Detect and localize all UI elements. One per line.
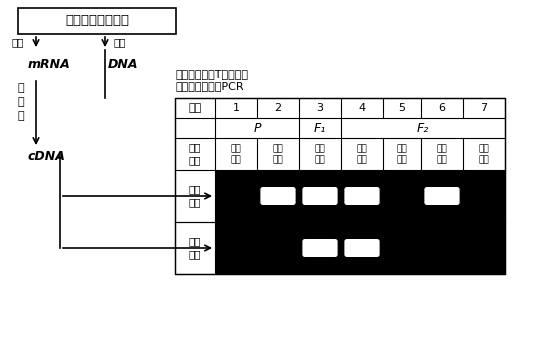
Text: 扩增
产物: 扩增 产物 <box>189 184 201 207</box>
Text: 无毛
无瘤: 无毛 无瘤 <box>273 144 283 164</box>
Text: 有毛
有瘤: 有毛 有瘤 <box>315 144 326 164</box>
Text: 有毛
无瘤: 有毛 无瘤 <box>231 144 241 164</box>
Text: F₂: F₂ <box>417 122 429 135</box>
FancyBboxPatch shape <box>302 239 338 257</box>
Text: 扩增
产物: 扩增 产物 <box>189 236 201 260</box>
Text: 无毛
无瘤: 无毛 无瘤 <box>436 144 447 164</box>
Text: 4: 4 <box>359 103 365 113</box>
Text: 逆: 逆 <box>18 83 24 93</box>
Text: 6: 6 <box>439 103 446 113</box>
Bar <box>18 8 176 34</box>
Text: 7: 7 <box>480 103 488 113</box>
Text: 有毛
有瘤: 有毛 有瘤 <box>356 144 368 164</box>
FancyBboxPatch shape <box>424 187 460 205</box>
Text: 提取: 提取 <box>12 37 24 47</box>
Bar <box>215 170 505 222</box>
Text: mRNA: mRNA <box>28 58 71 71</box>
Text: P: P <box>253 122 261 135</box>
Text: 提取: 提取 <box>113 37 126 47</box>
Text: 2: 2 <box>274 103 282 113</box>
Text: 分别加入根据T基因序列: 分别加入根据T基因序列 <box>175 69 248 79</box>
Text: 黄瓜果实表皮细胞: 黄瓜果实表皮细胞 <box>65 14 129 28</box>
FancyBboxPatch shape <box>261 187 296 205</box>
Text: cDNA: cDNA <box>28 151 66 164</box>
Text: 1: 1 <box>233 103 240 113</box>
Text: 3: 3 <box>316 103 323 113</box>
Text: 无毛
无瘤: 无毛 无瘤 <box>479 144 489 164</box>
Text: 组别: 组别 <box>188 103 202 113</box>
Text: 材料
来源: 材料 来源 <box>189 142 201 165</box>
Text: 设计的引物进行PCR: 设计的引物进行PCR <box>175 81 244 91</box>
FancyBboxPatch shape <box>344 239 380 257</box>
Text: 转: 转 <box>18 97 24 107</box>
Text: 有毛
无瘤: 有毛 无瘤 <box>397 144 407 164</box>
Text: 录: 录 <box>18 111 24 121</box>
Text: 5: 5 <box>398 103 406 113</box>
FancyBboxPatch shape <box>344 187 380 205</box>
FancyBboxPatch shape <box>302 187 338 205</box>
Text: DNA: DNA <box>108 58 138 71</box>
Text: F₁: F₁ <box>314 122 326 135</box>
Bar <box>215 222 505 274</box>
Bar <box>175 98 505 274</box>
